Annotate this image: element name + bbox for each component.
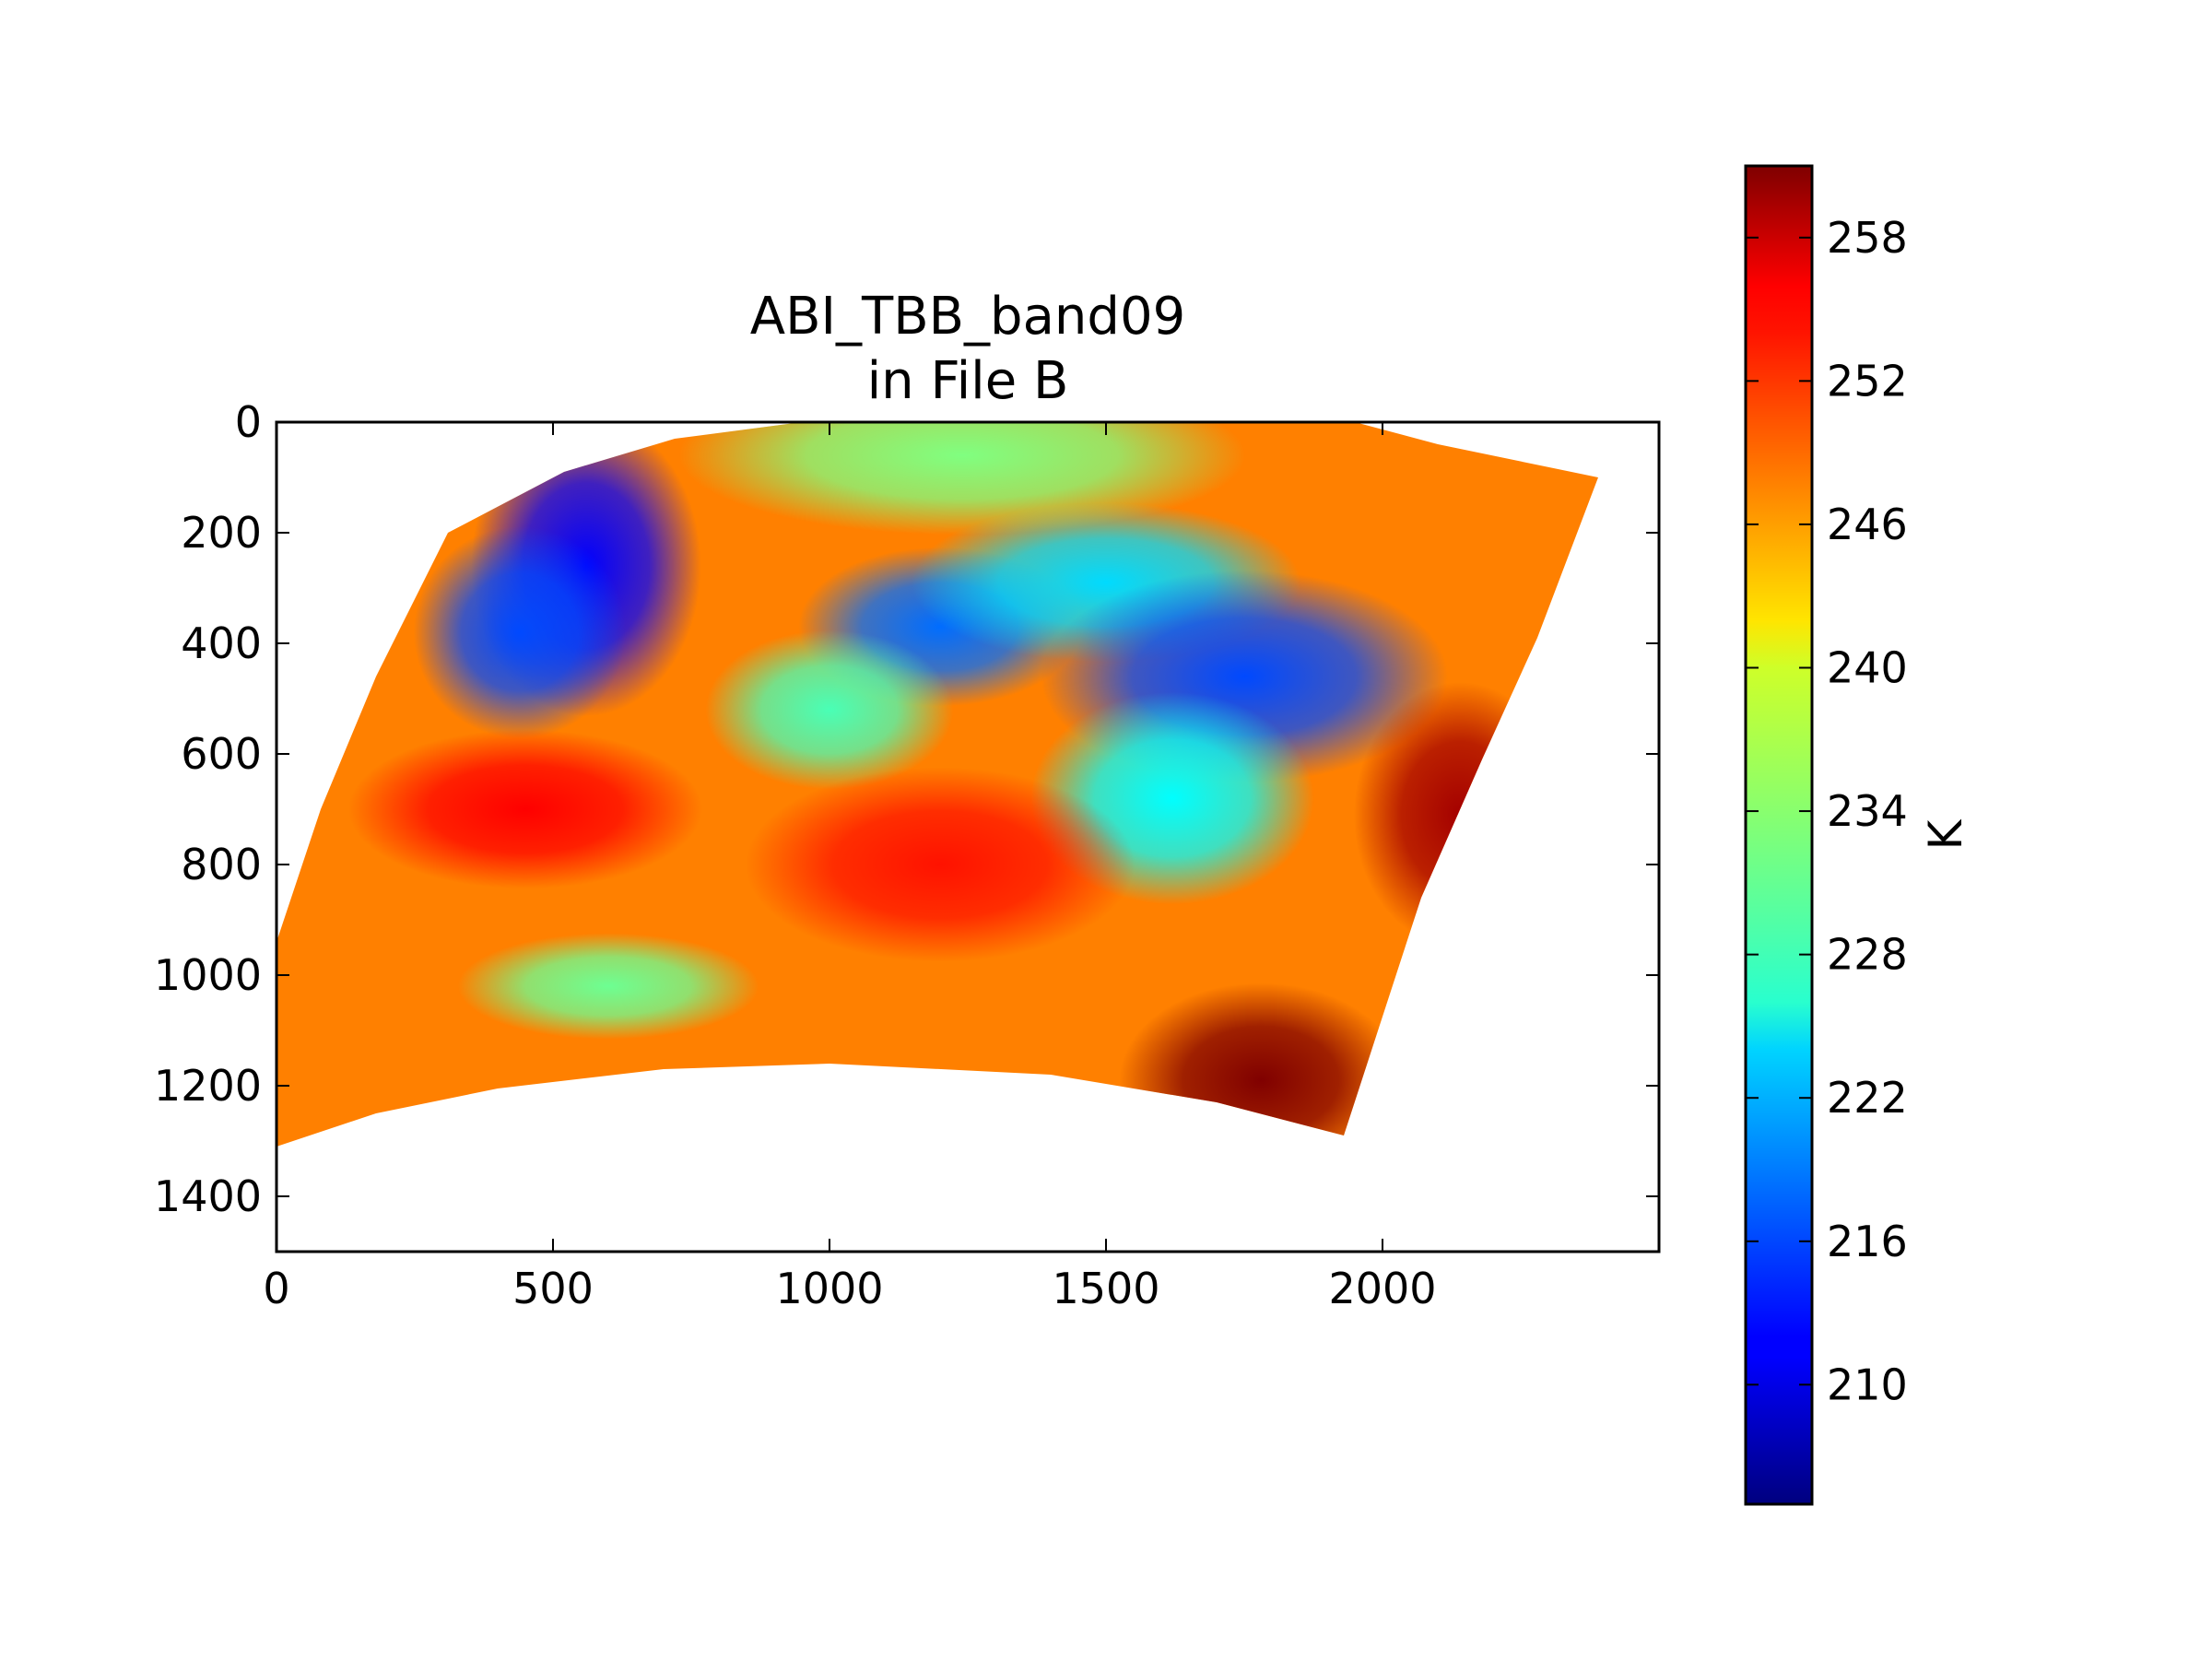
x-tick-label: 500 bbox=[512, 1264, 594, 1313]
y-tick-label: 400 bbox=[181, 618, 262, 668]
colorbar-tick-label: 258 bbox=[1827, 213, 1908, 263]
y-axis: 0 200 400 600 800 1000 1200 1400 bbox=[154, 397, 1659, 1221]
colorbar-tick-label: 228 bbox=[1827, 930, 1908, 980]
y-tick-label: 600 bbox=[181, 729, 262, 779]
y-tick-label: 1000 bbox=[154, 950, 262, 1000]
chart-title-line-1: ABI_TBB_band09 bbox=[750, 287, 1185, 347]
colorbar-tick-label: 222 bbox=[1827, 1073, 1908, 1123]
colorbar-tick-label: 240 bbox=[1827, 643, 1908, 693]
x-tick-label: 1000 bbox=[775, 1264, 883, 1313]
y-tick-label: 1400 bbox=[154, 1171, 262, 1221]
heatmap-feature bbox=[1353, 682, 1567, 947]
y-tick-label: 200 bbox=[181, 508, 262, 558]
heatmap-feature bbox=[745, 767, 1135, 962]
colorbar bbox=[1744, 164, 1814, 1506]
y-tick-label: 0 bbox=[235, 397, 262, 447]
colorbar-tick-label: 234 bbox=[1827, 786, 1908, 836]
x-tick-label: 1500 bbox=[1052, 1264, 1159, 1313]
x-axis: 0 500 1000 1500 2000 bbox=[263, 422, 1437, 1313]
heatmap-field bbox=[276, 422, 1598, 1147]
colorbar-tick-label: 210 bbox=[1827, 1359, 1908, 1409]
y-tick-label: 800 bbox=[181, 840, 262, 889]
heatmap-feature bbox=[705, 629, 954, 790]
y-tick-label: 1200 bbox=[154, 1061, 262, 1111]
chart-title-line-2: in File B bbox=[867, 351, 1069, 411]
heatmap-features bbox=[348, 422, 1567, 1147]
colorbar-tick-label: 216 bbox=[1827, 1217, 1908, 1266]
x-tick-label: 2000 bbox=[1328, 1264, 1436, 1313]
colorbar-label: K bbox=[1919, 818, 1972, 850]
x-tick-label: 0 bbox=[263, 1264, 289, 1313]
heatmap-feature bbox=[413, 525, 627, 739]
heatmap-feature bbox=[457, 933, 759, 1040]
heatmap-feature bbox=[678, 422, 1246, 535]
colorbar-tick-label: 252 bbox=[1827, 356, 1908, 406]
heatmap-feature bbox=[348, 729, 702, 889]
colorbar-ticks: 210 216 222 228 234 240 246 252 258 bbox=[1746, 213, 1908, 1409]
plot-frame bbox=[275, 420, 1661, 1253]
colorbar-tick-label: 246 bbox=[1827, 500, 1908, 549]
heatmap-feature bbox=[1119, 982, 1403, 1147]
